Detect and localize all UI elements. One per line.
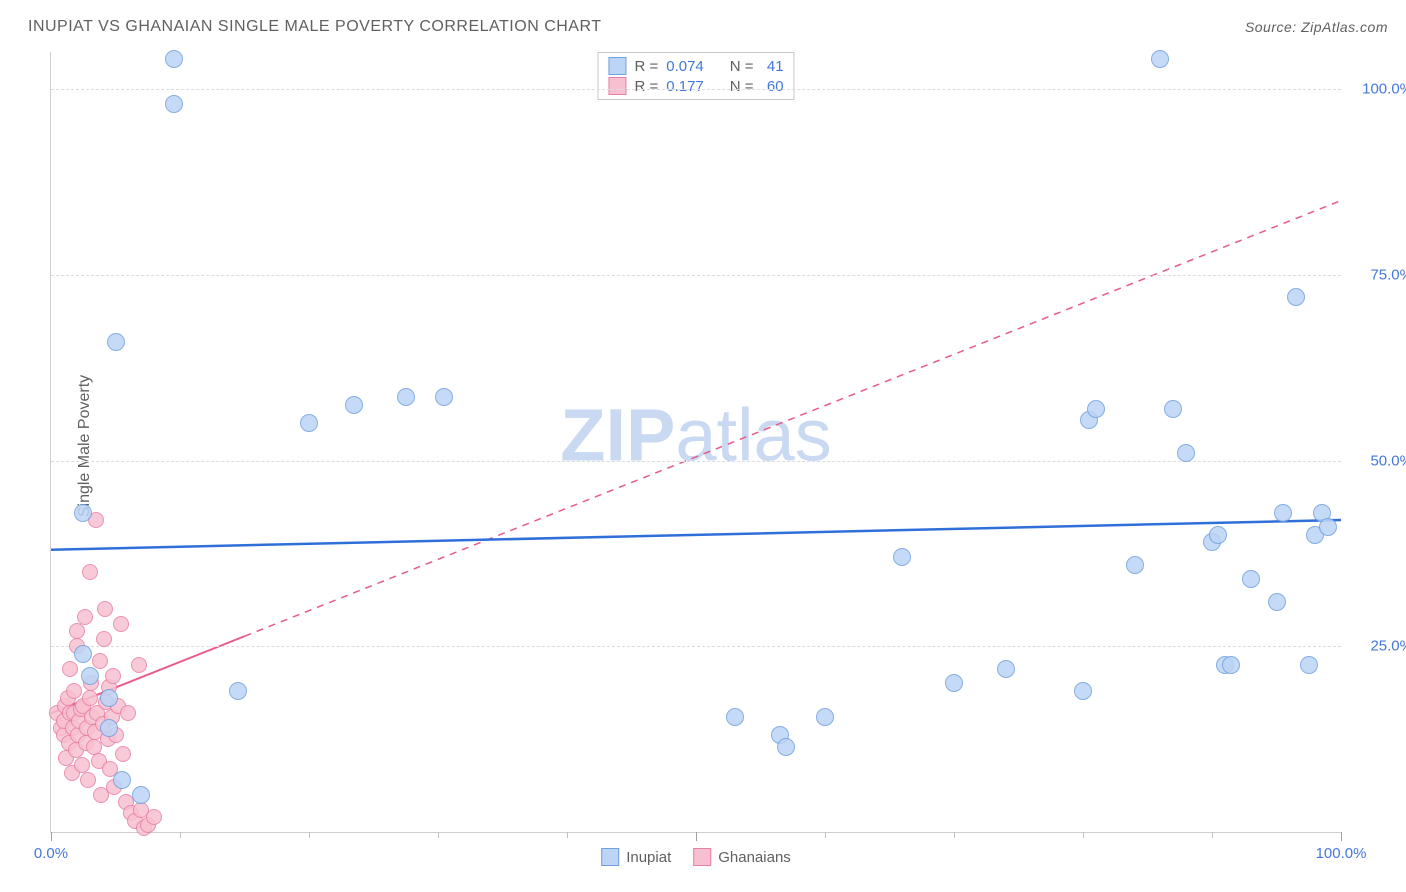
chart-title: INUPIAT VS GHANAIAN SINGLE MALE POVERTY … [28, 18, 602, 36]
data-point [115, 746, 131, 762]
n-value: 41 [762, 58, 784, 75]
data-point [1164, 400, 1182, 418]
data-point [77, 609, 93, 625]
data-point [1151, 50, 1169, 68]
legend-swatch [601, 848, 619, 866]
x-minor-tick [567, 832, 568, 838]
gridline [51, 275, 1341, 276]
data-point [82, 690, 98, 706]
data-point [165, 95, 183, 113]
data-point [92, 653, 108, 669]
data-point [816, 708, 834, 726]
data-point [146, 809, 162, 825]
data-point [893, 548, 911, 566]
data-point [105, 668, 121, 684]
data-point [97, 601, 113, 617]
n-label: N = [730, 58, 754, 75]
data-point [997, 660, 1015, 678]
data-point [777, 738, 795, 756]
legend-label: Ghanaians [718, 849, 791, 866]
source-label: Source: ZipAtlas.com [1245, 19, 1388, 35]
r-value: 0.177 [666, 78, 704, 95]
legend-swatch [608, 57, 626, 75]
data-point [397, 388, 415, 406]
r-value: 0.074 [666, 58, 704, 75]
data-point [100, 689, 118, 707]
data-point [66, 683, 82, 699]
data-point [1274, 504, 1292, 522]
data-point [1287, 288, 1305, 306]
data-point [345, 396, 363, 414]
legend-item: Inupiat [601, 848, 671, 866]
series-legend: Inupiat Ghanaians [601, 848, 791, 866]
data-point [1177, 444, 1195, 462]
data-point [81, 667, 99, 685]
data-point [726, 708, 744, 726]
x-major-tick [696, 832, 697, 841]
data-point [69, 623, 85, 639]
x-minor-tick [825, 832, 826, 838]
data-point [1087, 400, 1105, 418]
y-tick-label: 25.0% [1349, 638, 1406, 655]
n-value: 60 [762, 78, 784, 95]
y-tick-label: 50.0% [1349, 452, 1406, 469]
r-label: R = [634, 78, 658, 95]
data-point [1126, 556, 1144, 574]
legend-label: Inupiat [626, 849, 671, 866]
legend-swatch [693, 848, 711, 866]
data-point [113, 616, 129, 632]
stats-legend: R = 0.074 N = 41 R = 0.177 N = 60 [597, 52, 794, 100]
x-major-tick [1341, 832, 1342, 841]
data-point [100, 719, 118, 737]
x-minor-tick [1083, 832, 1084, 838]
legend-row-ghanaians: R = 0.177 N = 60 [608, 76, 783, 96]
y-tick-label: 75.0% [1349, 266, 1406, 283]
data-point [80, 772, 96, 788]
legend-swatch [608, 77, 626, 95]
data-point [107, 333, 125, 351]
data-point [74, 645, 92, 663]
data-point [120, 705, 136, 721]
x-minor-tick [1212, 832, 1213, 838]
data-point [1242, 570, 1260, 588]
x-tick-label: 0.0% [34, 845, 68, 862]
legend-item: Ghanaians [693, 848, 791, 866]
data-point [165, 50, 183, 68]
gridline [51, 646, 1341, 647]
data-point [1209, 526, 1227, 544]
data-point [1300, 656, 1318, 674]
gridline [51, 461, 1341, 462]
x-minor-tick [438, 832, 439, 838]
data-point [131, 657, 147, 673]
data-point [435, 388, 453, 406]
data-point [1074, 682, 1092, 700]
data-point [945, 674, 963, 692]
data-point [74, 504, 92, 522]
data-point [1268, 593, 1286, 611]
x-minor-tick [180, 832, 181, 838]
x-tick-label: 100.0% [1316, 845, 1367, 862]
n-label: N = [730, 78, 754, 95]
x-minor-tick [309, 832, 310, 838]
r-label: R = [634, 58, 658, 75]
data-point [74, 757, 90, 773]
data-point [113, 771, 131, 789]
x-major-tick [51, 832, 52, 841]
y-tick-label: 100.0% [1349, 81, 1406, 98]
data-point [96, 631, 112, 647]
data-point [1319, 518, 1337, 536]
gridline [51, 89, 1341, 90]
x-minor-tick [954, 832, 955, 838]
data-point [300, 414, 318, 432]
data-point [229, 682, 247, 700]
data-point [82, 564, 98, 580]
watermark: ZIPatlas [560, 393, 831, 478]
data-point [62, 661, 78, 677]
data-point [1222, 656, 1240, 674]
plot-area: ZIPatlas R = 0.074 N = 41 R = 0.177 N = … [50, 52, 1341, 833]
legend-row-inupiat: R = 0.074 N = 41 [608, 56, 783, 76]
data-point [132, 786, 150, 804]
